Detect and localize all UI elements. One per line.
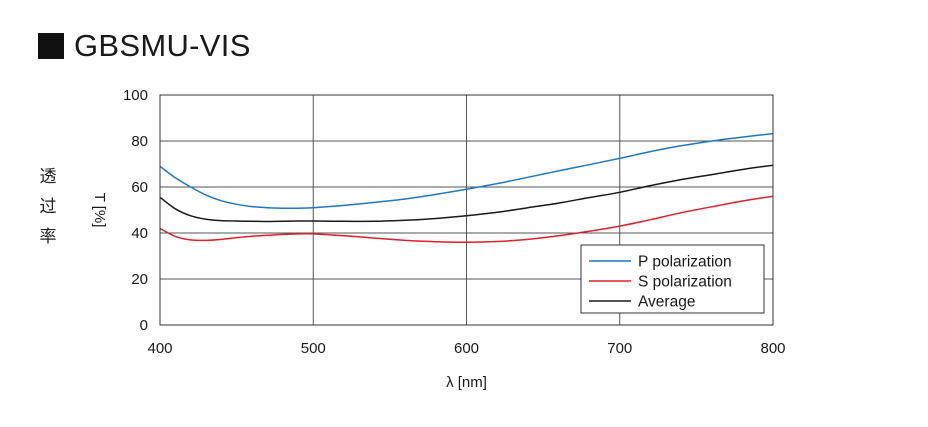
x-tick-label: 500 [301, 340, 326, 357]
x-tick-label: 800 [760, 340, 785, 357]
legend: P polarization S polarization Average [580, 244, 765, 314]
page-title-text: GBSMU-VIS [74, 28, 251, 63]
series-line-average [159, 164, 774, 223]
y-tick-label: 20 [131, 271, 148, 288]
y-axis-title: T [%] [91, 193, 108, 228]
y-axis-ticks: 0 20 40 60 80 100 [123, 87, 148, 334]
page-title: GBSMU-VIS [38, 26, 251, 66]
plot-frame [159, 94, 774, 326]
legend-label-s-polarization: S polarization [638, 274, 732, 291]
legend-label-average: Average [638, 294, 695, 311]
side-label-char-3: 率 [39, 227, 57, 247]
side-label: 透 过 率 [36, 162, 60, 252]
x-tick-label: 400 [147, 340, 172, 357]
x-axis-title: λ [nm] [446, 374, 487, 391]
y-tick-label: 60 [131, 179, 148, 196]
legend-label-p-polarization: P polarization [638, 254, 732, 271]
x-axis-ticks: 400 500 600 700 800 [147, 340, 785, 357]
x-tick-label: 600 [454, 340, 479, 357]
side-label-char-1: 透 [39, 167, 57, 187]
x-tick-label: 700 [607, 340, 632, 357]
y-tick-label: 0 [140, 317, 148, 334]
series-layer [159, 132, 774, 243]
series-line-p-polarization [159, 132, 774, 209]
series-line-s-polarization [159, 195, 774, 243]
title-square-icon [38, 33, 64, 59]
y-tick-label: 80 [131, 133, 148, 150]
side-label-char-2: 过 [39, 197, 57, 217]
y-tick-label: 40 [131, 225, 148, 242]
y-tick-label: 100 [123, 87, 148, 104]
